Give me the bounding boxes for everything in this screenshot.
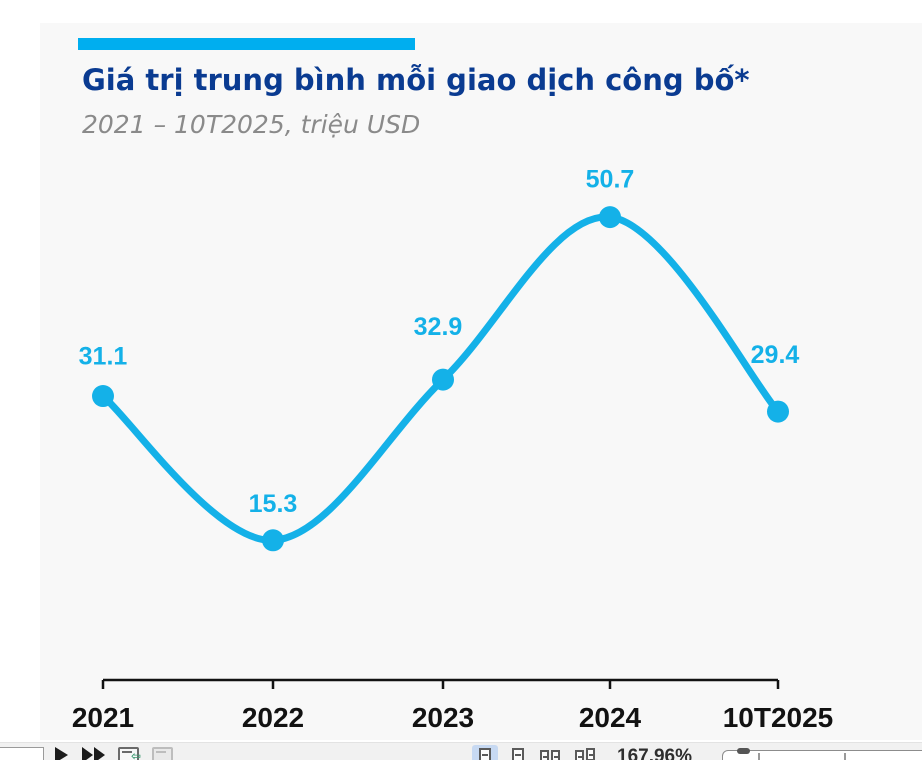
pane-disabled-icon[interactable] — [152, 747, 173, 760]
two-page-view-icon — [540, 745, 560, 760]
page-title: Giá trị trung bình mỗi giao dịch công bố… — [82, 63, 750, 97]
pane-with-green-arrow-icon[interactable]: ⇦ — [118, 747, 141, 760]
next-page-icon[interactable] — [55, 747, 68, 760]
viewer-status-bar: ⇦ 167.96% — [0, 742, 922, 760]
last-page-icon[interactable] — [94, 747, 105, 760]
zoom-slider-tick — [758, 753, 760, 760]
single-page-continuous-view-icon — [512, 748, 524, 760]
green-arrow-icon: ⇦ — [130, 749, 141, 760]
pane-bar — [122, 751, 132, 753]
zoom-level-label[interactable]: 167.96% — [617, 746, 693, 760]
page-number-input[interactable] — [0, 747, 44, 760]
single-page-continuous-view-button[interactable] — [505, 745, 531, 760]
two-page-view-button[interactable] — [537, 745, 563, 760]
last-page-icon[interactable] — [82, 747, 93, 760]
zoom-slider-tick — [844, 753, 846, 760]
page-subtitle: 2021 – 10T2025, triệu USD — [82, 110, 421, 139]
two-page-continuous-view-icon — [575, 745, 595, 760]
zoom-slider-handle[interactable] — [737, 748, 750, 754]
zoom-slider[interactable] — [722, 748, 922, 760]
two-page-continuous-view-button[interactable] — [572, 745, 598, 760]
accent-bar — [78, 38, 415, 50]
single-page-view-icon — [479, 748, 491, 760]
single-page-view-button[interactable] — [472, 745, 498, 760]
pane-bar — [156, 751, 166, 753]
